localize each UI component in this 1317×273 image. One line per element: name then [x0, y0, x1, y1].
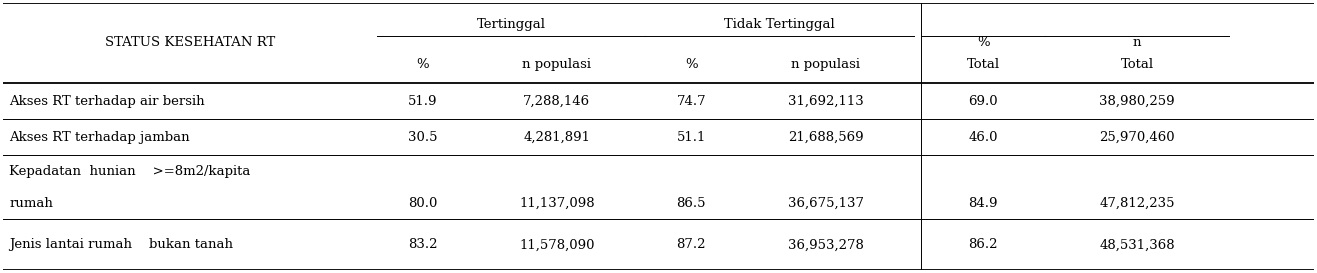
Text: %: %: [685, 58, 698, 71]
Text: STATUS KESEHATAN RT: STATUS KESEHATAN RT: [104, 36, 275, 49]
Text: 7,288,146: 7,288,146: [523, 94, 590, 108]
Text: Tidak Tertinggal: Tidak Tertinggal: [724, 18, 835, 31]
Text: 30.5: 30.5: [408, 131, 437, 144]
Text: n populasi: n populasi: [523, 58, 591, 71]
Text: 11,137,098: 11,137,098: [519, 197, 595, 210]
Text: Akses RT terhadap jamban: Akses RT terhadap jamban: [9, 131, 190, 144]
Text: n populasi: n populasi: [792, 58, 860, 71]
Text: 86.5: 86.5: [677, 197, 706, 210]
Text: 80.0: 80.0: [408, 197, 437, 210]
Text: 48,531,368: 48,531,368: [1100, 238, 1175, 251]
Text: Kepadatan  hunian    >=8m2/kapita: Kepadatan hunian >=8m2/kapita: [9, 165, 250, 178]
Text: 25,970,460: 25,970,460: [1100, 131, 1175, 144]
Text: 87.2: 87.2: [677, 238, 706, 251]
Text: %: %: [416, 58, 429, 71]
Text: 38,980,259: 38,980,259: [1100, 94, 1175, 108]
Text: 84.9: 84.9: [968, 197, 998, 210]
Text: 31,692,113: 31,692,113: [788, 94, 864, 108]
Text: Total: Total: [967, 58, 1000, 71]
Text: 11,578,090: 11,578,090: [519, 238, 594, 251]
Text: %: %: [977, 36, 989, 49]
Text: 69.0: 69.0: [968, 94, 998, 108]
Text: 36,675,137: 36,675,137: [788, 197, 864, 210]
Text: Tertinggal: Tertinggal: [477, 18, 545, 31]
Text: 51.1: 51.1: [677, 131, 706, 144]
Text: 46.0: 46.0: [968, 131, 998, 144]
Text: Akses RT terhadap air bersih: Akses RT terhadap air bersih: [9, 94, 205, 108]
Text: Jenis lantai rumah    bukan tanah: Jenis lantai rumah bukan tanah: [9, 238, 233, 251]
Text: 86.2: 86.2: [968, 238, 998, 251]
Text: 21,688,569: 21,688,569: [788, 131, 864, 144]
Text: rumah: rumah: [9, 197, 53, 210]
Text: 83.2: 83.2: [408, 238, 437, 251]
Text: 4,281,891: 4,281,891: [523, 131, 590, 144]
Text: Total: Total: [1121, 58, 1154, 71]
Text: 74.7: 74.7: [677, 94, 706, 108]
Text: n: n: [1133, 36, 1142, 49]
Text: 47,812,235: 47,812,235: [1100, 197, 1175, 210]
Text: 51.9: 51.9: [408, 94, 437, 108]
Text: 36,953,278: 36,953,278: [788, 238, 864, 251]
